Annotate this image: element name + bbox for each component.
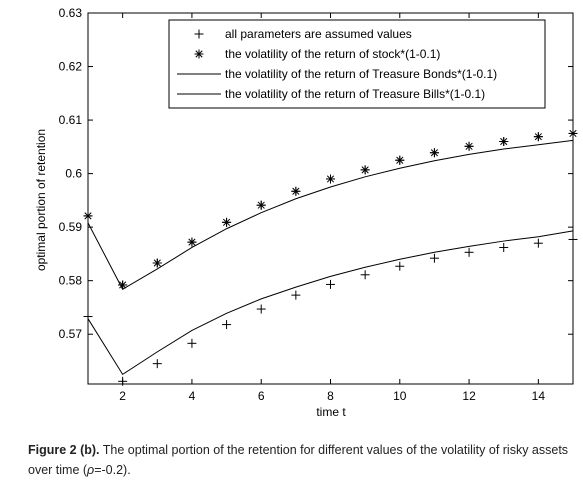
- series-4: [87, 230, 574, 376]
- legend-item: the volatility of the return of Treasure…: [177, 87, 485, 101]
- caption-rho: ρ: [87, 463, 95, 477]
- data-point: [360, 270, 370, 280]
- data-point: [533, 238, 543, 248]
- data-point: [256, 304, 266, 314]
- legend-label: the volatility of the return of stock*(1…: [225, 47, 440, 61]
- legend: all parameters are assumed values the vol…: [168, 19, 546, 109]
- data-point: [326, 174, 335, 184]
- legend-marker: [194, 49, 204, 59]
- y-tick-label: 0.62: [59, 60, 83, 74]
- x-tick-label: 14: [532, 389, 546, 403]
- data-point: [291, 186, 301, 196]
- series-3: [87, 139, 574, 290]
- x-tick-label: 10: [393, 389, 407, 403]
- x-axis-label: time t: [316, 405, 346, 419]
- legend-item: the volatility of the return of Treasure…: [177, 67, 497, 81]
- star-marker-d2: [500, 137, 508, 146]
- y-tick-label: 0.58: [59, 274, 83, 288]
- data-point: [222, 320, 232, 330]
- data-point: [499, 136, 509, 146]
- x-tick-label: 4: [189, 389, 196, 403]
- series-2: [83, 128, 578, 290]
- data-point: [152, 258, 162, 268]
- data-point: [499, 242, 509, 252]
- y-tick-label: 0.6: [65, 167, 82, 181]
- data-point: [256, 200, 266, 210]
- star-marker-d2: [222, 218, 231, 226]
- legend-label: the volatility of the return of Treasure…: [225, 87, 485, 101]
- star-marker-d2: [188, 238, 196, 246]
- series-line: [87, 230, 574, 376]
- x-tick-label: 6: [258, 389, 265, 403]
- legend-label: the volatility of the return of Treasure…: [225, 67, 497, 81]
- star-marker-d2: [396, 156, 404, 164]
- star-marker-d2: [326, 175, 335, 183]
- data-point: [533, 132, 543, 142]
- star-marker-d2: [292, 187, 300, 195]
- y-tick-label: 0.57: [59, 327, 83, 341]
- legend-item: all parameters are assumed values: [194, 27, 412, 41]
- y-tick-label: 0.59: [59, 220, 83, 234]
- chart: 2 4 6 8 10 12 14 0.57 0.58 0.59 0.6 0.61 0.62 0.63 ti…: [34, 6, 578, 419]
- x-tick-label: 12: [462, 389, 476, 403]
- data-point: [187, 338, 197, 348]
- series-5: [83, 234, 578, 386]
- data-point: [395, 261, 405, 271]
- data-point: [291, 290, 301, 300]
- legend-label: all parameters are assumed values: [225, 27, 412, 41]
- star-marker-d2: [465, 142, 473, 150]
- y-tick-label: 0.61: [59, 113, 83, 127]
- data-point: [395, 155, 405, 165]
- x-tick-label: 8: [327, 389, 334, 403]
- x-tick-label: 2: [119, 389, 126, 403]
- star-marker-d2: [119, 281, 127, 289]
- star-marker-d2: [257, 201, 265, 209]
- star-marker-d2: [430, 149, 439, 157]
- caption-label: Figure 2 (b).: [28, 443, 100, 457]
- data-point: [326, 279, 335, 289]
- legend-box: [168, 19, 546, 109]
- series-line: [87, 139, 574, 290]
- data-point: [360, 165, 370, 175]
- data-point: [464, 141, 474, 151]
- y-axis-label: optimal portion of retention: [34, 129, 48, 271]
- legend-marker: [194, 29, 204, 39]
- caption-tail: =-0.2).: [94, 463, 131, 477]
- figure-caption: Figure 2 (b). The optimal portion of the…: [28, 440, 576, 480]
- y-tick-label: 0.63: [59, 6, 83, 20]
- star-marker-d2: [195, 50, 203, 58]
- data-point: [429, 148, 439, 158]
- data-point: [429, 253, 439, 263]
- star-marker-d2: [534, 133, 542, 141]
- legend-item: the volatility of the return of stock*(1…: [194, 47, 440, 61]
- data-point: [222, 217, 232, 227]
- data-point: [187, 237, 197, 247]
- plot-area: [83, 128, 578, 386]
- star-marker-d2: [153, 259, 161, 267]
- data-point: [118, 280, 128, 290]
- data-point: [152, 359, 162, 369]
- data-point: [464, 247, 474, 257]
- star-marker-d2: [361, 166, 369, 174]
- caption-text: The optimal portion of the retention for…: [28, 443, 569, 477]
